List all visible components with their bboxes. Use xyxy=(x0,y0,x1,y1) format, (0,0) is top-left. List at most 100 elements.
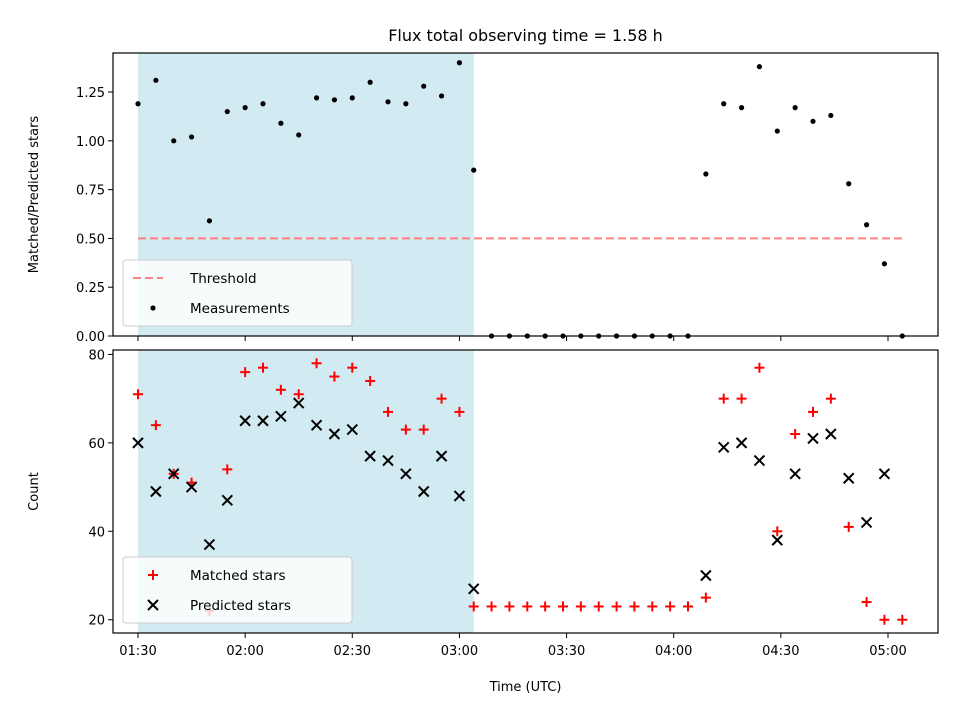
measurement-point xyxy=(153,77,159,83)
matched-stars-marker xyxy=(736,393,747,404)
matched-stars-marker xyxy=(222,464,233,475)
ratio-legend: Threshold Measurements xyxy=(122,259,353,327)
predicted-stars-marker xyxy=(257,415,269,427)
predicted-stars-marker xyxy=(239,415,251,427)
ratio-y-axis-label: Matched/Predicted stars xyxy=(27,116,42,274)
measurement-point xyxy=(331,97,338,103)
matched-stars-marker xyxy=(400,424,411,435)
predicted-stars-marker xyxy=(275,410,287,423)
measurement-point xyxy=(260,101,266,107)
matched-stars-marker xyxy=(861,597,872,608)
matched-stars-marker xyxy=(808,406,818,417)
matched-stars-marker xyxy=(329,371,340,382)
matched-stars-marker xyxy=(593,601,604,612)
legend-matched-swatch xyxy=(148,570,158,580)
predicted-stars-marker xyxy=(221,494,233,507)
matched-stars-marker xyxy=(700,592,711,603)
legend-box xyxy=(122,259,353,327)
predicted-stars-marker xyxy=(860,516,873,529)
measurement-point xyxy=(278,120,284,126)
matched-stars-marker xyxy=(275,384,286,395)
x-tick-label: 03:30 xyxy=(548,644,585,659)
predicted-stars-marker xyxy=(168,468,180,480)
measurement-point xyxy=(738,105,745,111)
measurement-point xyxy=(846,181,852,187)
measurement-point xyxy=(206,218,213,224)
matched-stars-marker xyxy=(150,420,161,431)
measurement-point xyxy=(438,93,445,99)
x-tick-label: 03:00 xyxy=(441,644,478,659)
predicted-stars-marker xyxy=(185,481,198,493)
matched-stars-marker xyxy=(825,393,836,404)
y-tick-label: 40 xyxy=(88,525,105,540)
matched-stars-marker xyxy=(504,601,515,612)
matched-stars-marker xyxy=(575,601,586,612)
matched-stars-marker xyxy=(611,601,622,612)
matched-stars-marker xyxy=(558,601,568,612)
count-axes: 20 40 60 80 01:30 02:00 02:30 03:00 03:30 04:00 04… xyxy=(27,348,939,695)
predicted-stars-marker xyxy=(878,468,891,480)
matched-stars-marker xyxy=(540,601,551,612)
x-axis-label: Time (UTC) xyxy=(489,680,562,695)
legend-measurements-swatch xyxy=(150,305,156,311)
measurement-point xyxy=(403,101,409,107)
y-tick-label: 1.25 xyxy=(76,86,105,101)
matched-stars-marker xyxy=(522,601,533,612)
measurement-point xyxy=(881,261,888,267)
predicted-stars-marker xyxy=(700,569,712,582)
predicted-stars-marker xyxy=(364,450,376,462)
matched-stars-marker xyxy=(754,362,765,373)
matched-stars-marker xyxy=(718,393,729,404)
matched-stars-marker xyxy=(665,601,676,612)
predicted-stars-marker xyxy=(346,423,358,436)
matched-stars-marker xyxy=(647,601,658,612)
predicted-stars-marker xyxy=(718,441,730,453)
measurement-point xyxy=(721,101,727,107)
measurement-point xyxy=(367,79,373,85)
predicted-stars-marker xyxy=(771,534,783,546)
y-tick-label: 1.00 xyxy=(76,135,105,150)
matched-stars-marker xyxy=(683,601,693,612)
measurement-point xyxy=(224,108,230,115)
matched-stars-marker xyxy=(790,429,801,440)
predicted-stars-marker xyxy=(753,454,766,467)
measurement-point xyxy=(792,105,798,111)
measurement-point xyxy=(171,138,177,144)
legend-label: Measurements xyxy=(190,301,290,317)
count-legend: Matched stars Predicted stars xyxy=(122,556,353,624)
measurement-point xyxy=(774,128,780,134)
matched-stars-marker xyxy=(772,526,783,537)
predicted-stars-marker xyxy=(453,490,466,502)
measurement-point xyxy=(349,95,355,101)
matched-stars-marker xyxy=(454,406,465,417)
matched-stars-marker xyxy=(347,362,358,373)
x-tick-label: 02:00 xyxy=(226,644,263,659)
predicted-stars-marker xyxy=(468,583,480,595)
y-tick-label: 80 xyxy=(88,348,105,363)
legend-label: Threshold xyxy=(189,271,257,287)
measurement-point xyxy=(135,101,141,107)
ratio-axes: 0.00 0.25 0.50 0.75 1.00 1.25 Flux total obse… xyxy=(27,26,939,345)
measurement-point xyxy=(313,95,320,101)
predicted-stars-marker xyxy=(843,472,855,484)
legend-box xyxy=(122,556,353,624)
matched-stars-marker xyxy=(486,601,497,612)
matched-stars-marker xyxy=(311,358,322,369)
predicted-stars-marker xyxy=(735,437,748,449)
measurement-point xyxy=(242,105,248,111)
chart-title: Flux total observing time = 1.58 h xyxy=(388,26,663,45)
measurement-point xyxy=(828,112,834,119)
predicted-stars-marker xyxy=(789,468,801,480)
predicted-stars-marker xyxy=(382,454,394,467)
ratio-axes-frame xyxy=(112,52,939,337)
predicted-stars-marker xyxy=(203,538,216,551)
legend-predicted-swatch xyxy=(147,599,159,611)
count-y-axis-label: Count xyxy=(27,472,42,511)
matched-stars-marker xyxy=(629,601,640,612)
legend-label: Predicted stars xyxy=(190,598,291,614)
measurement-point xyxy=(421,83,427,89)
x-tick-label: 04:00 xyxy=(655,644,692,659)
y-tick-label: 20 xyxy=(88,614,105,629)
measurement-point xyxy=(703,171,709,177)
predicted-stars-marker xyxy=(807,432,819,445)
